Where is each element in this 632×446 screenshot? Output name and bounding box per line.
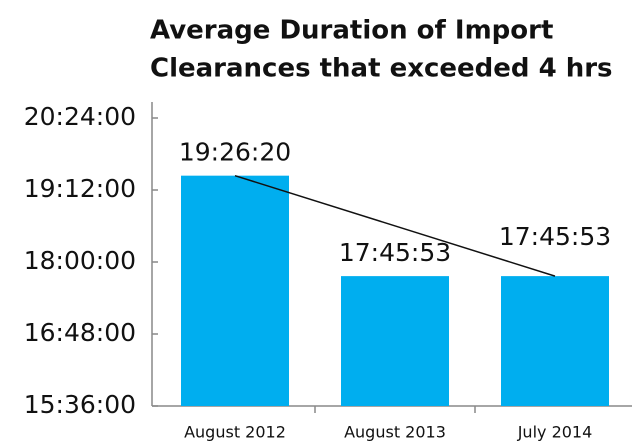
value-label: 17:45:53	[339, 238, 451, 267]
bar	[501, 276, 609, 406]
value-label: 17:45:53	[499, 222, 611, 251]
y-tick-label: 15:36:00	[24, 390, 136, 419]
value-label: 19:26:20	[179, 138, 291, 167]
x-tick-label: August 2013	[344, 423, 446, 442]
bar	[181, 175, 289, 406]
y-tick-label: 20:24:00	[24, 102, 136, 131]
chart-title: Clearances that exceeded 4 hrs	[150, 54, 613, 84]
x-tick-label: August 2012	[184, 423, 286, 442]
bar	[341, 276, 449, 406]
y-tick-label: 16:48:00	[24, 318, 136, 347]
chart-title: Average Duration of Import	[150, 16, 553, 46]
x-tick-label: July 2014	[517, 423, 593, 442]
y-tick-label: 18:00:00	[24, 246, 136, 275]
trendline	[234, 174, 556, 277]
y-tick-label: 19:12:00	[24, 174, 136, 203]
